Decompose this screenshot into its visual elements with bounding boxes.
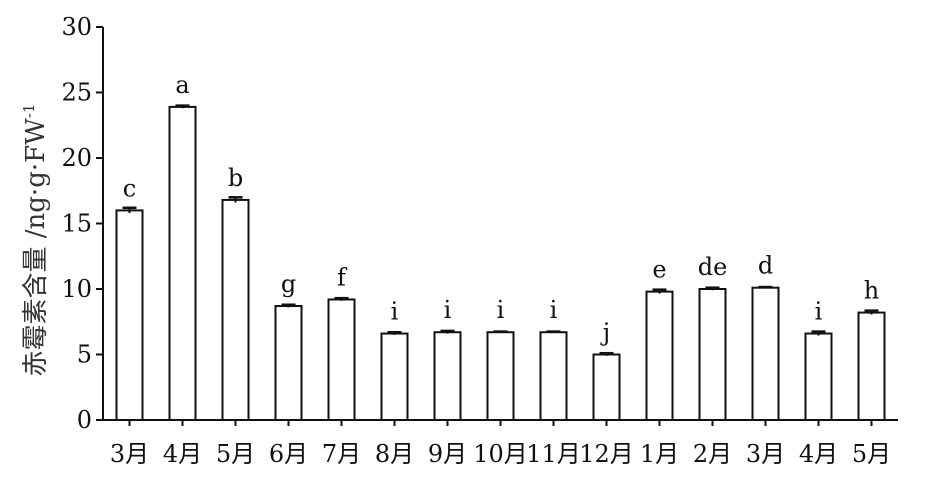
y-axis-title-main: 赤霉素含量 /ng·g·FW	[21, 118, 51, 377]
y-axis-title-superscript: -1	[20, 104, 38, 119]
bar	[539, 331, 568, 422]
bar	[486, 331, 515, 422]
x-tick-label: 5月	[216, 440, 255, 468]
significance-letter: i	[391, 298, 399, 326]
bar	[592, 353, 621, 421]
x-tick-label: 3月	[746, 440, 785, 468]
x-tick-label: 9月	[428, 440, 467, 468]
y-tick-label: 10	[61, 275, 92, 303]
bar	[857, 311, 886, 421]
y-tick-label: 5	[77, 341, 92, 369]
significance-letter: d	[758, 252, 773, 280]
significance-letters: c a b g f i i i i j e de d i h	[123, 71, 879, 347]
significance-letter: g	[281, 270, 296, 298]
bar	[327, 298, 356, 422]
significance-letter: c	[123, 174, 136, 202]
bar	[645, 290, 674, 421]
x-tick-label: 3月	[110, 440, 149, 468]
bar	[698, 288, 727, 421]
significance-letter: b	[228, 164, 243, 192]
significance-letter: i	[550, 296, 558, 324]
error-bars	[122, 104, 879, 356]
bar	[221, 198, 250, 421]
x-tick-label: 12月	[579, 440, 634, 468]
y-tick-label: 20	[61, 144, 92, 172]
x-tick-label: 4月	[799, 440, 838, 468]
bar	[274, 305, 303, 421]
bars	[115, 105, 886, 422]
y-tick-label: 15	[61, 210, 92, 238]
y-axis-title: 赤霉素含量 /ng·g·FW-1	[20, 104, 51, 377]
y-tick-label: 25	[61, 79, 92, 107]
bar	[380, 332, 409, 422]
bar	[433, 331, 462, 422]
x-tick-label: 10月	[473, 440, 528, 468]
significance-letter: i	[815, 298, 823, 326]
y-ticks: 0 5 10 15 20 25 30	[61, 13, 103, 434]
significance-letter: h	[864, 277, 879, 305]
significance-letter: j	[600, 319, 610, 347]
x-tick-label: 4月	[163, 440, 202, 468]
x-tick-label: 2月	[693, 440, 732, 468]
x-tick-label: 6月	[269, 440, 308, 468]
x-tick-label: 7月	[322, 440, 361, 468]
significance-letter: f	[337, 263, 348, 291]
x-tick-label: 8月	[375, 440, 414, 468]
significance-letter: i	[497, 296, 505, 324]
bar	[804, 332, 833, 422]
bar	[751, 286, 780, 421]
significance-letter: e	[652, 256, 666, 284]
y-tick-label: 30	[61, 13, 92, 41]
significance-letter: a	[175, 71, 189, 99]
y-tick-label: 0	[77, 406, 92, 434]
significance-letter: i	[444, 296, 452, 324]
significance-letter: de	[698, 253, 728, 281]
x-tick-label: 1月	[640, 440, 679, 468]
x-tick-label: 5月	[852, 440, 891, 468]
x-tick-label: 11月	[526, 440, 581, 468]
bar	[115, 209, 144, 421]
bar	[168, 105, 197, 421]
